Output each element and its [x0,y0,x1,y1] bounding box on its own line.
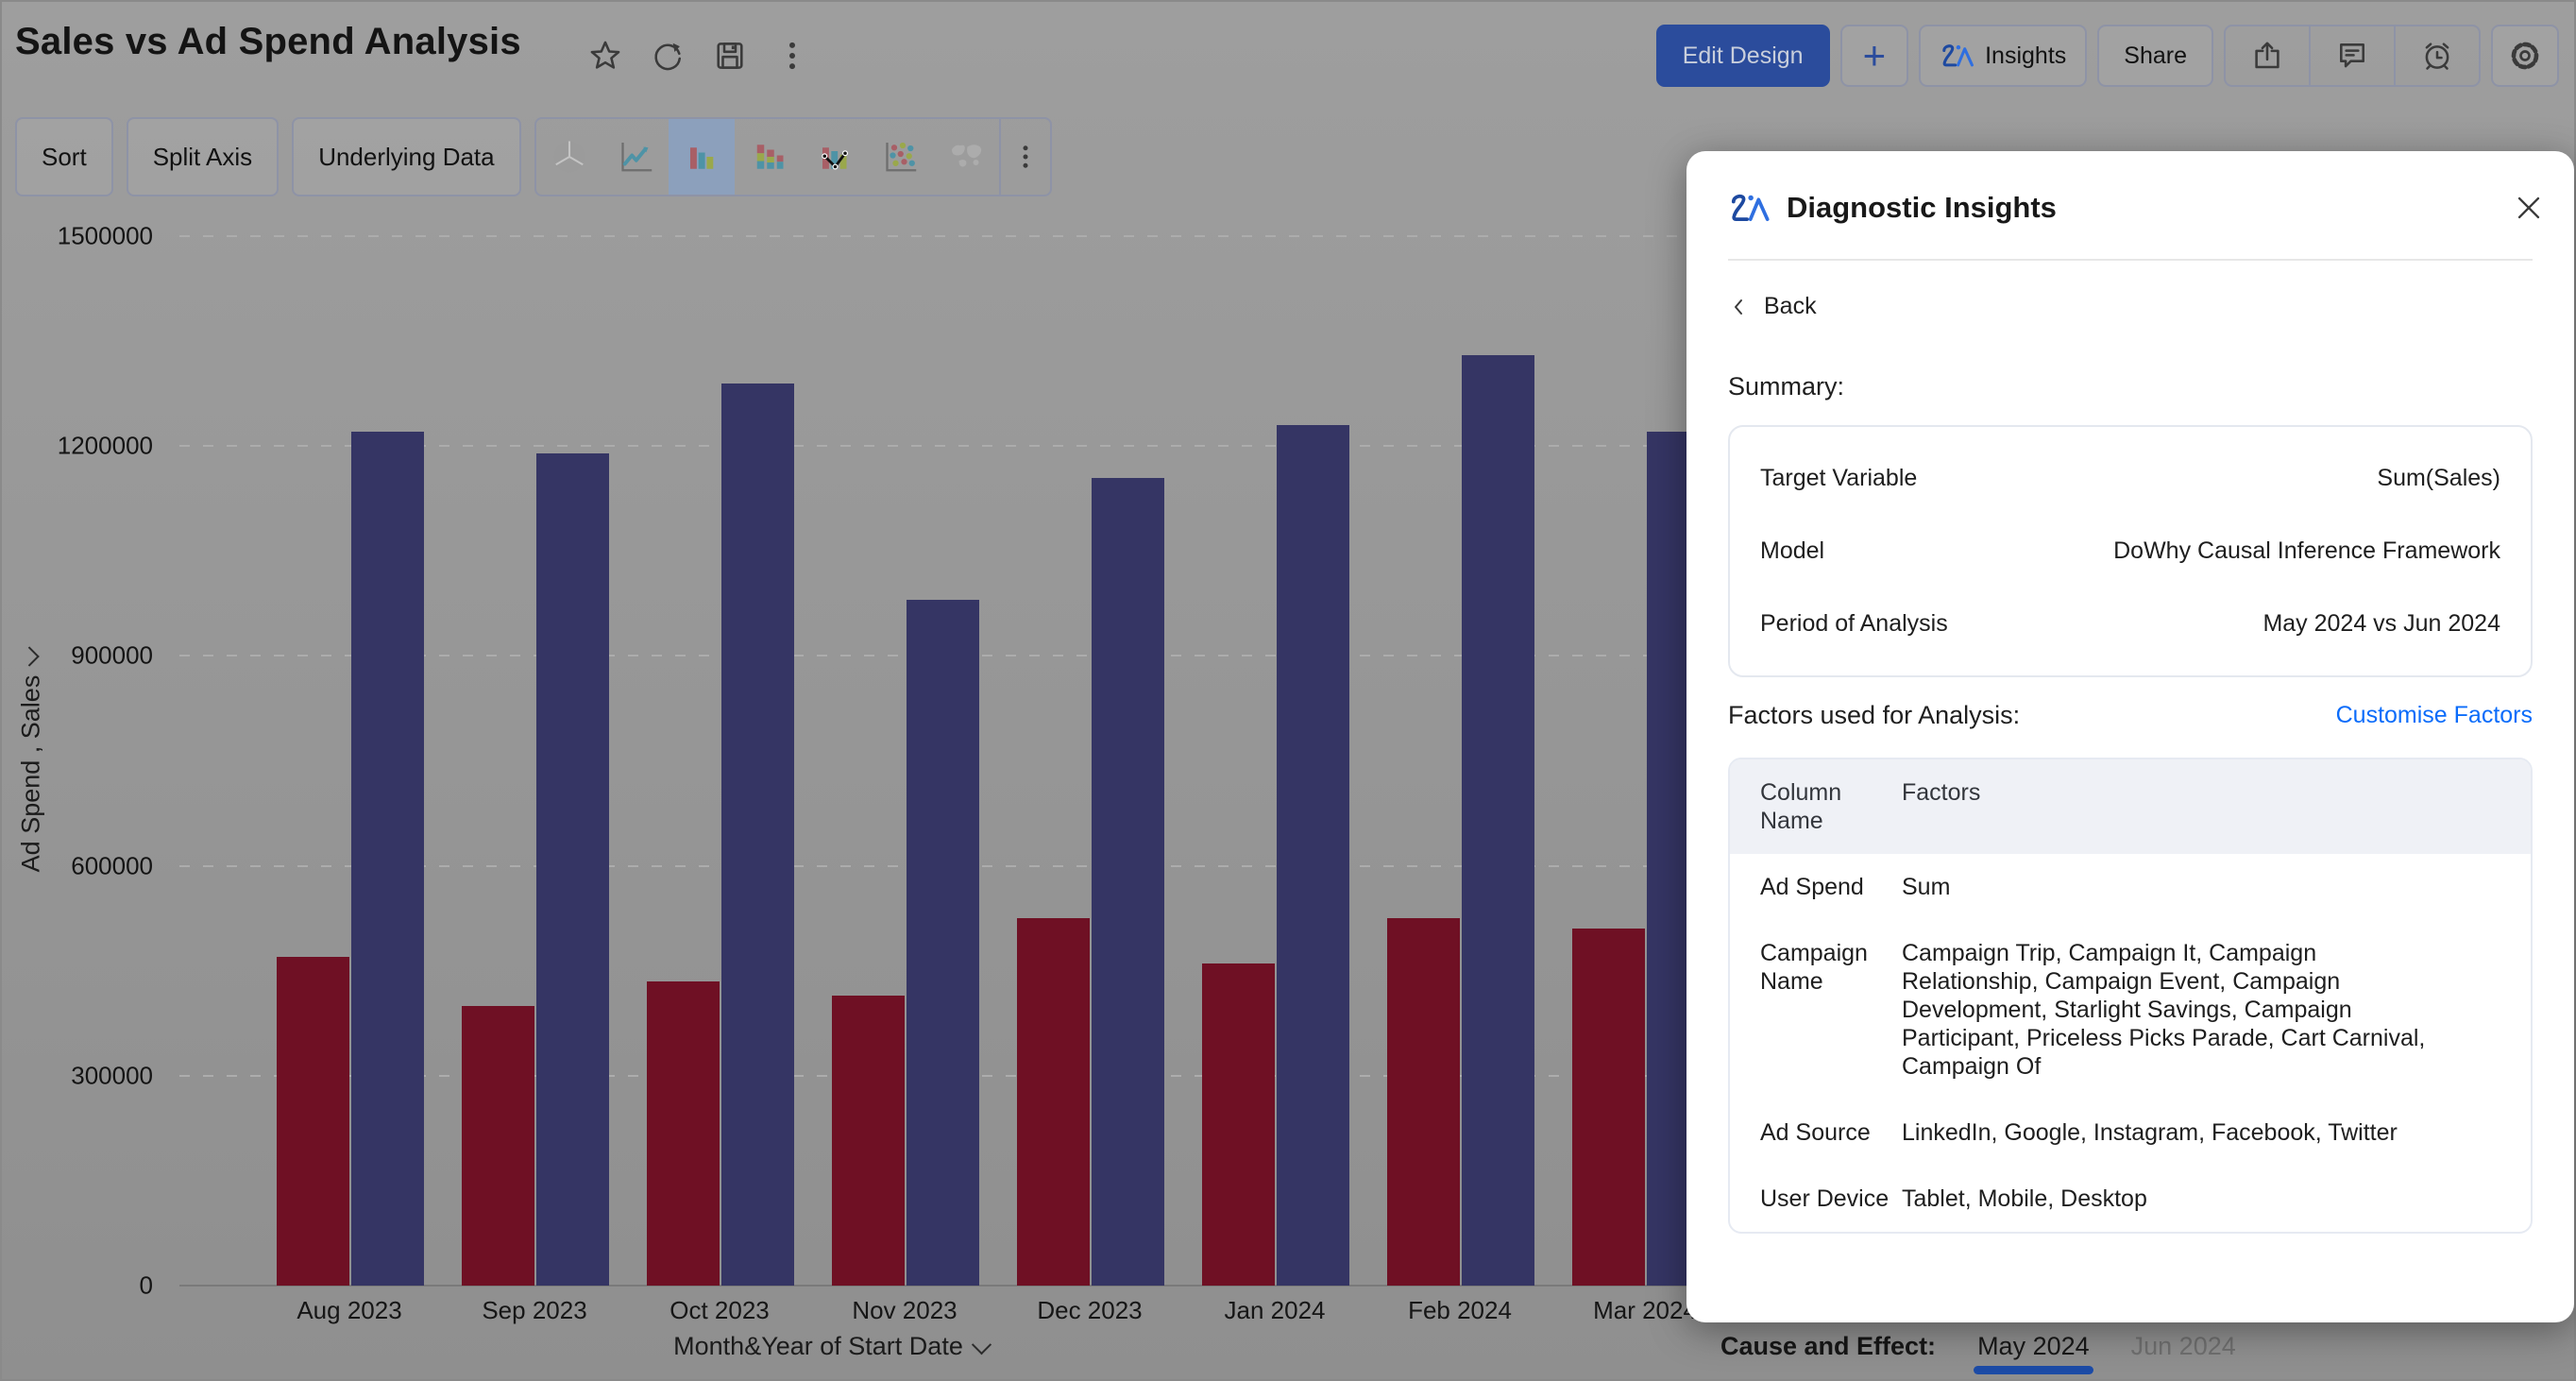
summary-row-value: May 2024 vs Jun 2024 [2262,610,2500,638]
bar-ad-spend-oct-2023[interactable] [647,981,720,1286]
summary-row: Model DoWhy Causal Inference Framework [1760,515,2500,588]
y-tick-label: 1500000 [2,222,153,251]
column-name-header: Column Name [1730,778,1892,835]
panel-title: Diagnostic Insights [1787,191,2512,225]
zia-logo-icon [1728,191,1771,225]
customise-factors-link[interactable]: Customise Factors [2336,702,2533,729]
summary-card: Target Variable Sum(Sales) Model DoWhy Caus… [1728,425,2533,677]
x-axis-title[interactable]: Month&Year of Start Date [529,1332,1133,1361]
factors-header: Factors [1892,778,2531,835]
factor-column-name: Ad Spend [1730,873,1892,901]
tab-jun-2024[interactable]: Jun 2024 [2131,1332,2236,1374]
back-button[interactable]: Back [1728,293,1817,320]
factors-table-row: Ad SpendSum [1730,854,2531,920]
y-tick-label: 600000 [2,851,153,880]
factor-column-name: Ad Source [1730,1118,1892,1147]
divider [1728,259,2533,261]
bar-sales-sep-2023[interactable] [536,453,609,1286]
summary-row-label: Period of Analysis [1760,610,1948,638]
bar-sales-nov-2023[interactable] [907,600,979,1286]
bar-sales-aug-2023[interactable] [351,432,424,1286]
summary-row-value: DoWhy Causal Inference Framework [2113,537,2500,565]
bar-sales-dec-2023[interactable] [1092,478,1164,1286]
bar-ad-spend-feb-2024[interactable] [1387,918,1460,1286]
x-tick-label: Oct 2023 [627,1296,812,1325]
bar-sales-jan-2024[interactable] [1277,425,1349,1286]
bar-ad-spend-dec-2023[interactable] [1017,918,1090,1286]
gridline [179,235,1686,237]
factor-column-name: User Device [1730,1185,1892,1213]
summary-row: Target Variable Sum(Sales) [1760,442,2500,515]
factors-table-row: User DeviceTablet, Mobile, Desktop [1730,1166,2531,1232]
close-icon[interactable] [2512,191,2546,225]
x-tick-label: Sep 2023 [442,1296,627,1325]
y-tick-label: 300000 [2,1061,153,1090]
factor-values: Tablet, Mobile, Desktop [1892,1185,2531,1213]
bar-ad-spend-sep-2023[interactable] [462,1006,534,1286]
factor-values: LinkedIn, Google, Instagram, Facebook, T… [1892,1118,2531,1147]
x-tick-label: Dec 2023 [997,1296,1182,1325]
diagnostic-insights-panel: Diagnostic Insights Back Summary: Target… [1686,151,2574,1322]
factors-table-header: Column NameFactors [1730,759,2531,854]
bar-ad-spend-jan-2024[interactable] [1202,963,1275,1286]
summary-row-value: Sum(Sales) [2377,465,2500,492]
x-tick-label: Feb 2024 [1367,1296,1552,1325]
x-tick-label: Nov 2023 [812,1296,997,1325]
cause-and-effect-label: Cause and Effect: [1720,1332,1936,1361]
app-window: Sales vs Ad Spend Analysis Edit Design +… [0,0,2576,1381]
factors-heading: Factors used for Analysis: [1728,701,2020,730]
factors-heading-row: Factors used for Analysis: Customise Fac… [1728,701,2533,730]
factor-column-name: Campaign Name [1730,939,1892,1081]
bar-ad-spend-nov-2023[interactable] [832,996,905,1286]
bar-ad-spend-aug-2023[interactable] [277,957,349,1286]
factors-table-row: Campaign NameCampaign Trip, Campaign It,… [1730,920,2531,1100]
factors-table: Column NameFactorsAd SpendSumCampaign Na… [1728,758,2533,1234]
factor-values: Sum [1892,873,2531,901]
chevron-down-icon [972,1335,991,1355]
panel-header: Diagnostic Insights [1728,183,2546,232]
factor-values: Campaign Trip, Campaign It, Campaign Rel… [1892,939,2531,1081]
bar-sales-oct-2023[interactable] [721,384,794,1286]
summary-row-label: Model [1760,537,1824,565]
tab-may-2024[interactable]: May 2024 [1977,1332,2090,1374]
chevron-left-icon [1728,296,1751,318]
bar-ad-spend-mar-2024[interactable] [1572,929,1645,1286]
x-tick-label: Aug 2023 [257,1296,442,1325]
y-tick-label: 1200000 [2,432,153,461]
bar-sales-feb-2024[interactable] [1462,355,1534,1286]
x-tick-label: Jan 2024 [1182,1296,1367,1325]
summary-row-label: Target Variable [1760,465,1917,492]
y-tick-label: 900000 [2,641,153,671]
summary-row: Period of Analysis May 2024 vs Jun 2024 [1760,588,2500,660]
cause-and-effect-bar: Cause and Effect: May 2024 Jun 2024 [1720,1332,2236,1374]
y-tick-label: 0 [2,1271,153,1301]
summary-heading: Summary: [1728,372,1844,401]
factors-table-row: Ad SourceLinkedIn, Google, Instagram, Fa… [1730,1100,2531,1166]
